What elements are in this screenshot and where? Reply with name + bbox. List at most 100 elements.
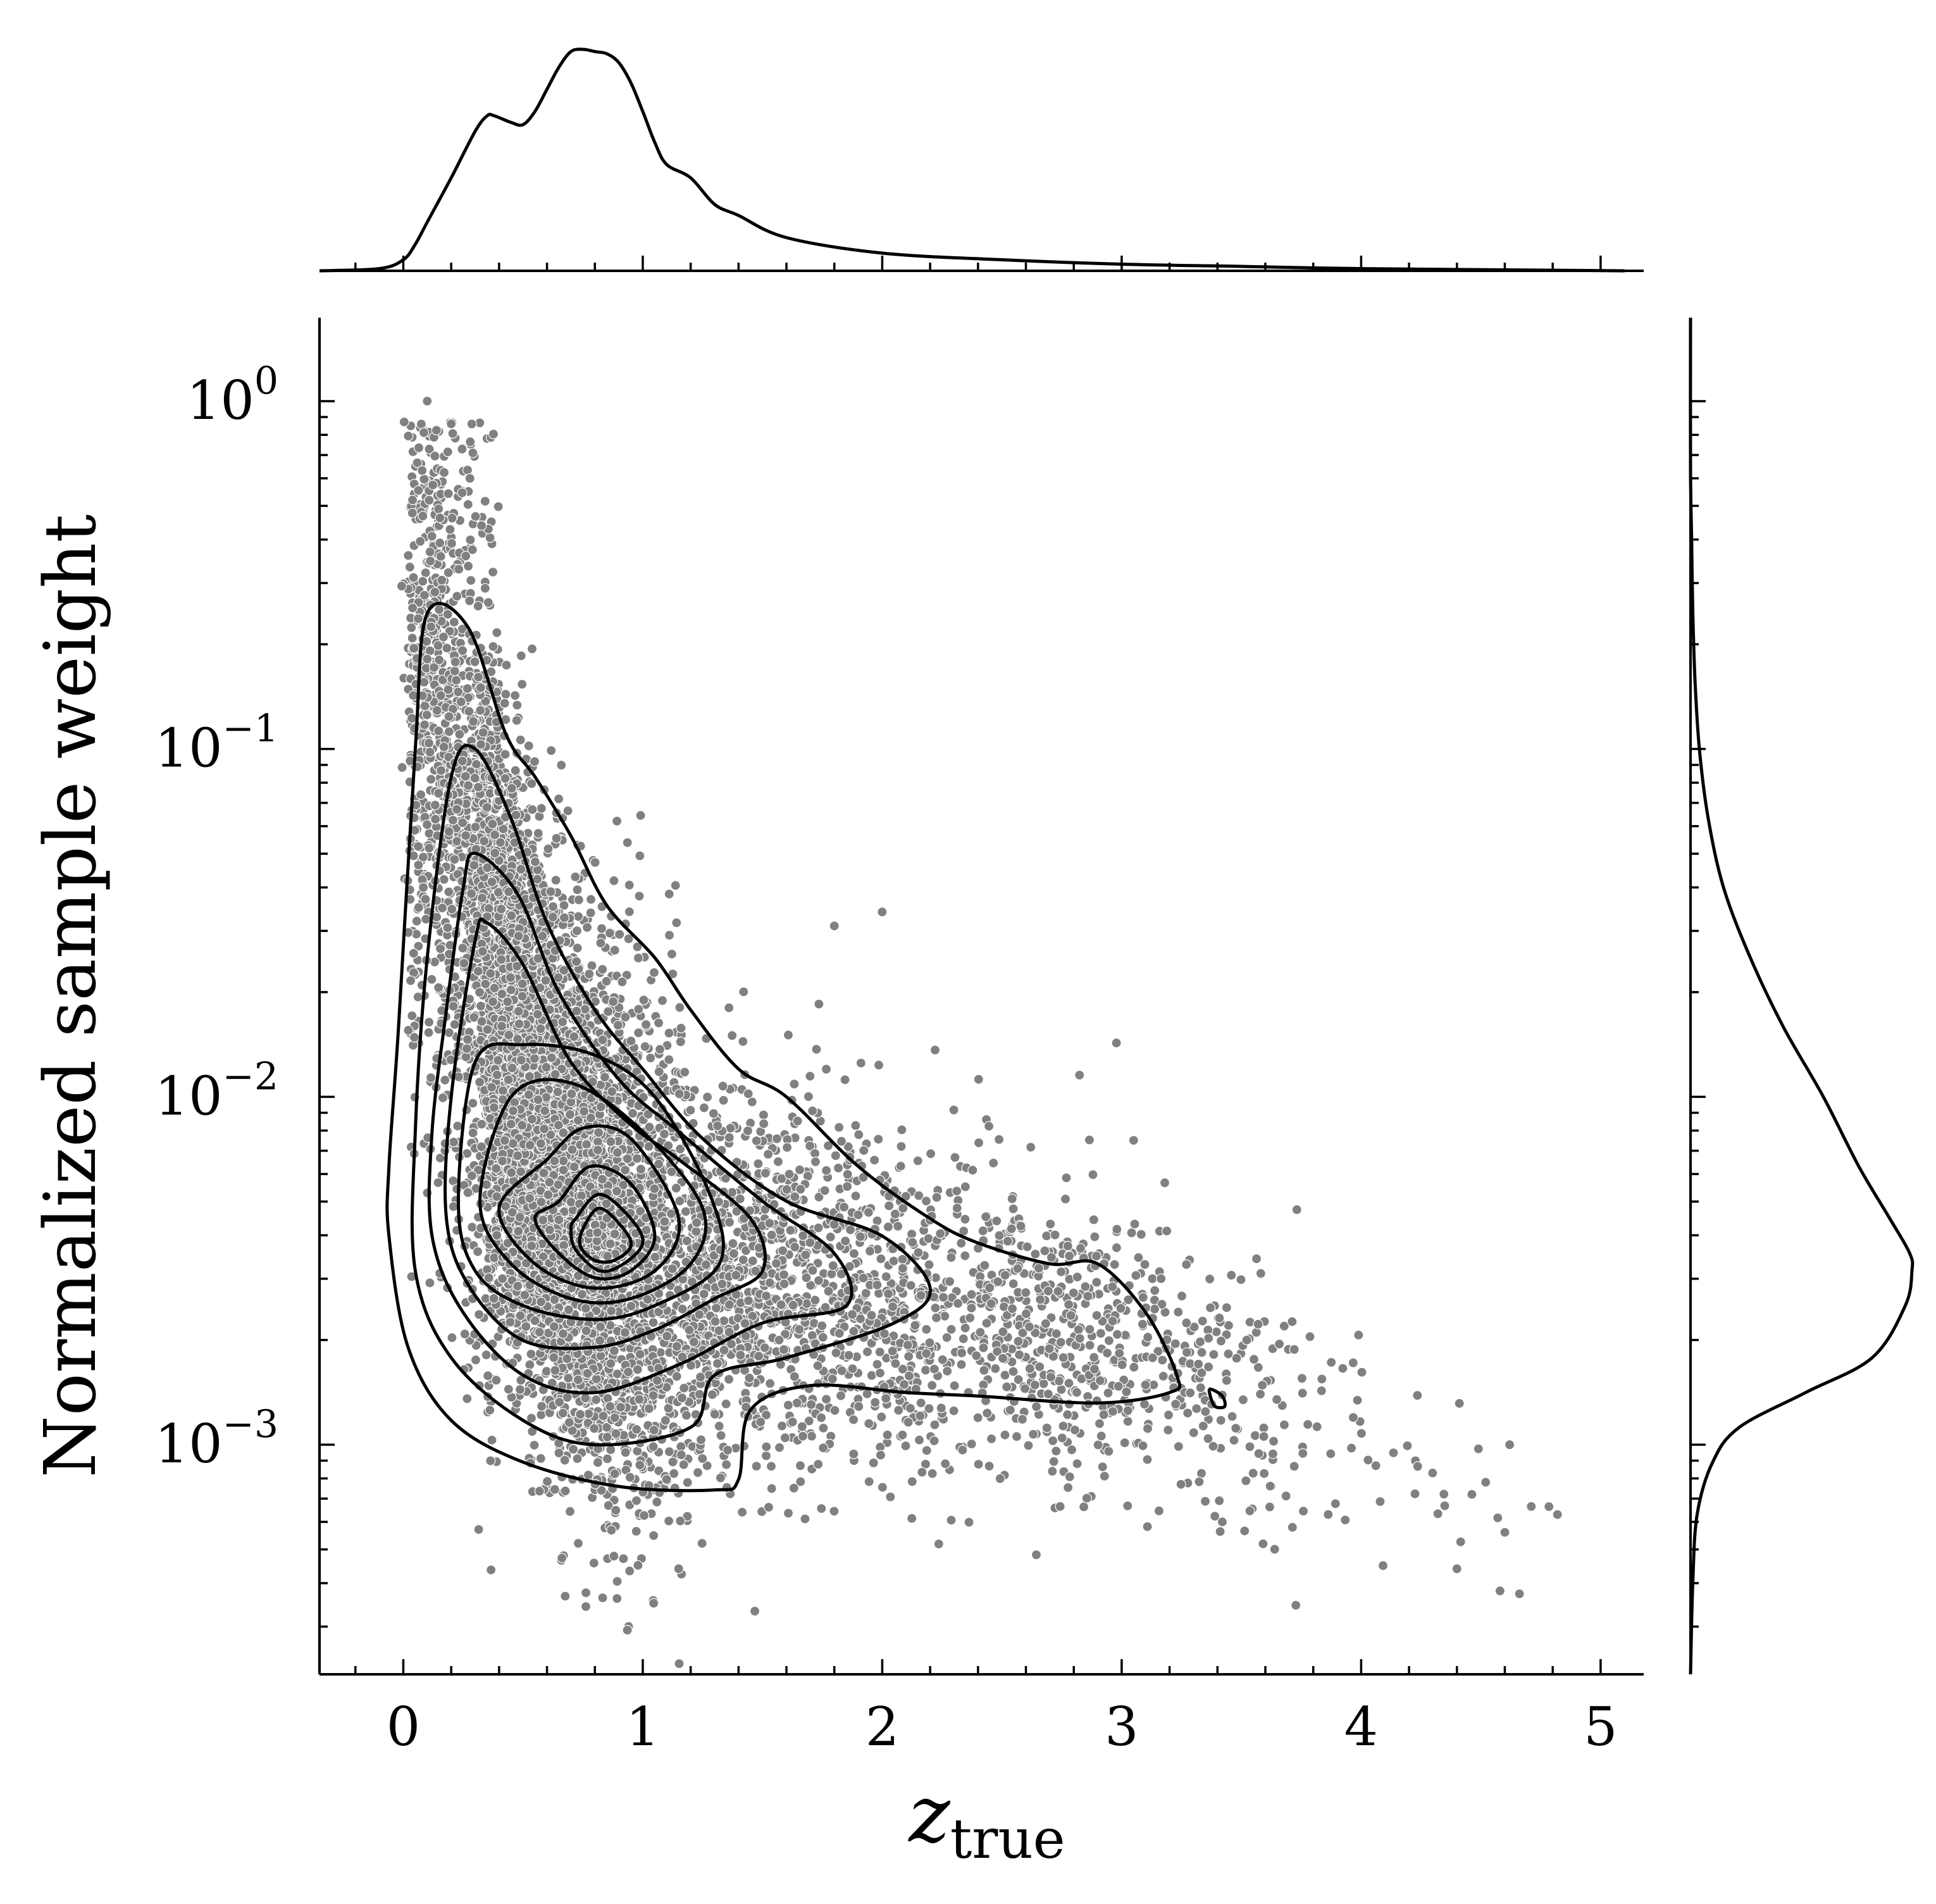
scatter-point: [1291, 1600, 1301, 1610]
scatter-point: [1241, 1476, 1251, 1486]
scatter-point: [1176, 1291, 1188, 1302]
scatter-point: [813, 1459, 824, 1470]
scatter-point: [907, 1513, 917, 1524]
scatter-point: [973, 1074, 984, 1085]
scatter-point: [529, 1440, 540, 1450]
scatter-point: [773, 1156, 784, 1167]
scatter-point: [470, 511, 481, 522]
scatter-point: [612, 1576, 623, 1587]
scatter-point: [448, 1136, 459, 1148]
scatter-point: [1229, 1435, 1239, 1446]
scatter-point: [467, 1222, 478, 1233]
scatter-point: [487, 566, 499, 578]
scatter-point: [536, 803, 547, 814]
scatter-point: [1197, 1316, 1208, 1326]
scatter-point: [590, 857, 600, 868]
scatter-point: [462, 561, 474, 571]
scatter-point: [980, 1211, 991, 1223]
scatter-points: [396, 395, 1563, 1669]
scatter-point: [648, 1598, 659, 1608]
scatter-point: [678, 1459, 689, 1470]
scatter-point: [485, 1455, 496, 1466]
scatter-point: [990, 1363, 1001, 1374]
scatter-point: [1045, 1219, 1056, 1229]
scatter-point: [1163, 1424, 1174, 1436]
scatter-point: [1147, 1273, 1158, 1284]
scatter-point: [524, 1359, 535, 1370]
scatter-point: [847, 1363, 858, 1374]
scatter-point: [960, 1214, 971, 1224]
scatter-point: [1088, 1214, 1099, 1225]
scatter-point: [459, 1329, 470, 1340]
scatter-point: [760, 1450, 772, 1461]
scatter-point: [972, 1412, 983, 1423]
scatter-point: [1402, 1440, 1413, 1451]
scatter-point: [516, 650, 526, 661]
scatter-point: [1251, 1254, 1262, 1264]
scatter-point: [1103, 1446, 1114, 1457]
scatter-point: [1153, 1505, 1165, 1516]
scatter-point: [609, 1551, 619, 1562]
scatter-point: [585, 907, 596, 918]
scatter-point: [833, 1162, 844, 1174]
scatter-point: [1388, 1447, 1399, 1459]
scatter-point: [897, 1429, 908, 1440]
scatter-point: [633, 1028, 644, 1038]
scatter-point: [1051, 1446, 1062, 1457]
scatter-point: [671, 918, 682, 928]
scatter-point: [1455, 1536, 1466, 1547]
scatter-point: [1250, 1430, 1261, 1441]
scatter-point: [465, 437, 476, 447]
scatter-point: [1056, 1384, 1067, 1395]
scatter-point: [1346, 1443, 1357, 1453]
scatter-point: [821, 1064, 832, 1074]
scatter-point: [500, 749, 511, 760]
scatter-point: [1348, 1357, 1358, 1368]
scatter-point: [408, 948, 419, 959]
scatter-point: [1103, 1335, 1115, 1346]
scatter-point: [848, 1326, 859, 1336]
scatter-point: [1008, 1366, 1019, 1377]
scatter-point: [848, 1414, 859, 1425]
scatter-point: [466, 575, 476, 586]
scatter-point: [1348, 1412, 1358, 1423]
scatter-point: [429, 957, 440, 968]
scatter-point: [915, 1398, 926, 1409]
scatter-point: [622, 837, 633, 848]
scatter-point: [1111, 1242, 1122, 1254]
scatter-point: [946, 1515, 957, 1526]
scatter-point: [421, 709, 432, 721]
scatter-point: [956, 1359, 967, 1370]
scatter-point: [811, 1044, 822, 1055]
scatter-point: [1410, 1488, 1420, 1499]
scatter-point: [717, 1081, 728, 1092]
scatter-point: [771, 1133, 783, 1144]
scatter-point: [491, 1375, 502, 1386]
scatter-point: [407, 1011, 418, 1021]
scatter-point: [758, 1109, 769, 1121]
scatter-point: [1095, 1328, 1107, 1339]
scatter-point: [1173, 1441, 1184, 1452]
scatter-point: [681, 1410, 692, 1421]
scatter-point: [1065, 1310, 1076, 1321]
scatter-point: [1084, 1135, 1095, 1145]
scatter-point: [927, 1468, 938, 1479]
scatter-point: [612, 1593, 623, 1604]
y-marginal-kde-line: [1689, 317, 1914, 1675]
scatter-point: [419, 700, 430, 711]
scatter-point: [973, 1459, 984, 1470]
scatter-point: [397, 762, 407, 773]
scatter-point: [674, 1002, 685, 1013]
scatter-point: [1023, 1440, 1034, 1451]
scatter-point: [664, 930, 675, 941]
scatter-point: [721, 1459, 732, 1470]
scatter-point: [1158, 1371, 1169, 1381]
scatter-point: [500, 689, 511, 700]
y-marginal-density: [1689, 317, 1914, 1675]
scatter-point: [517, 679, 528, 690]
scatter-point: [585, 894, 597, 905]
scatter-point: [1215, 1415, 1226, 1426]
scatter-point: [823, 1286, 834, 1297]
